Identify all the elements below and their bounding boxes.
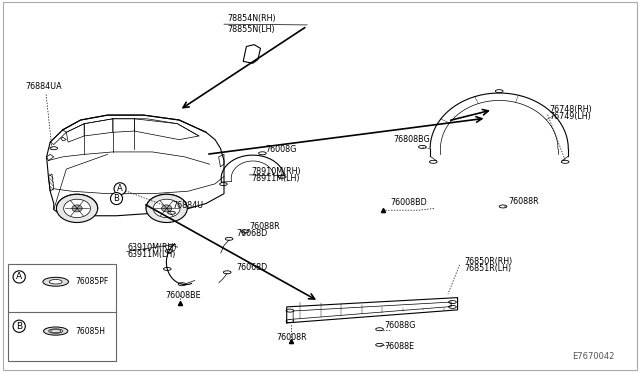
Polygon shape [243,45,260,63]
Text: 78855N(LH): 78855N(LH) [227,25,275,34]
Ellipse shape [51,330,61,333]
Text: 76008BD: 76008BD [390,198,427,207]
Text: 76008R: 76008R [276,333,307,342]
Text: 76068D: 76068D [237,229,268,238]
Text: 76884UA: 76884UA [26,82,62,91]
Ellipse shape [49,279,62,284]
Text: 78910M(RH): 78910M(RH) [252,167,301,176]
Text: 76748(RH): 76748(RH) [549,105,592,113]
Text: 76008G: 76008G [266,145,297,154]
Text: 76068D: 76068D [237,263,268,272]
Text: 63911M(LH): 63911M(LH) [128,250,177,259]
Text: 63910M(RH): 63910M(RH) [128,243,177,252]
Text: 76008BE: 76008BE [165,291,201,299]
Polygon shape [61,137,67,141]
Ellipse shape [161,205,172,212]
Ellipse shape [56,194,98,222]
Text: 76088G: 76088G [384,321,415,330]
Text: 76088R: 76088R [509,197,540,206]
Ellipse shape [43,277,68,286]
Text: 76851R(LH): 76851R(LH) [464,264,511,273]
Ellipse shape [63,199,90,218]
Text: E7670042: E7670042 [572,352,614,361]
Text: 78911M(LH): 78911M(LH) [252,174,300,183]
Polygon shape [47,115,224,216]
Text: B: B [16,322,22,331]
Ellipse shape [146,194,188,222]
Text: A: A [16,272,22,281]
Text: B: B [113,194,120,203]
Ellipse shape [49,329,63,333]
Text: 76749(LH): 76749(LH) [549,112,591,121]
Ellipse shape [72,205,82,212]
Text: 76085PF: 76085PF [75,277,108,286]
Text: 78854N(RH): 78854N(RH) [227,14,276,23]
Text: A: A [117,184,123,193]
Ellipse shape [44,327,68,335]
Text: 76085H: 76085H [75,327,105,336]
Ellipse shape [153,199,180,218]
Bar [8,264,116,361]
Text: 76088R: 76088R [250,222,280,231]
Text: 76850R(RH): 76850R(RH) [464,257,512,266]
Text: 76884U: 76884U [173,201,204,209]
Text: 76808BG: 76808BG [393,135,429,144]
Text: 76088E: 76088E [384,342,414,351]
